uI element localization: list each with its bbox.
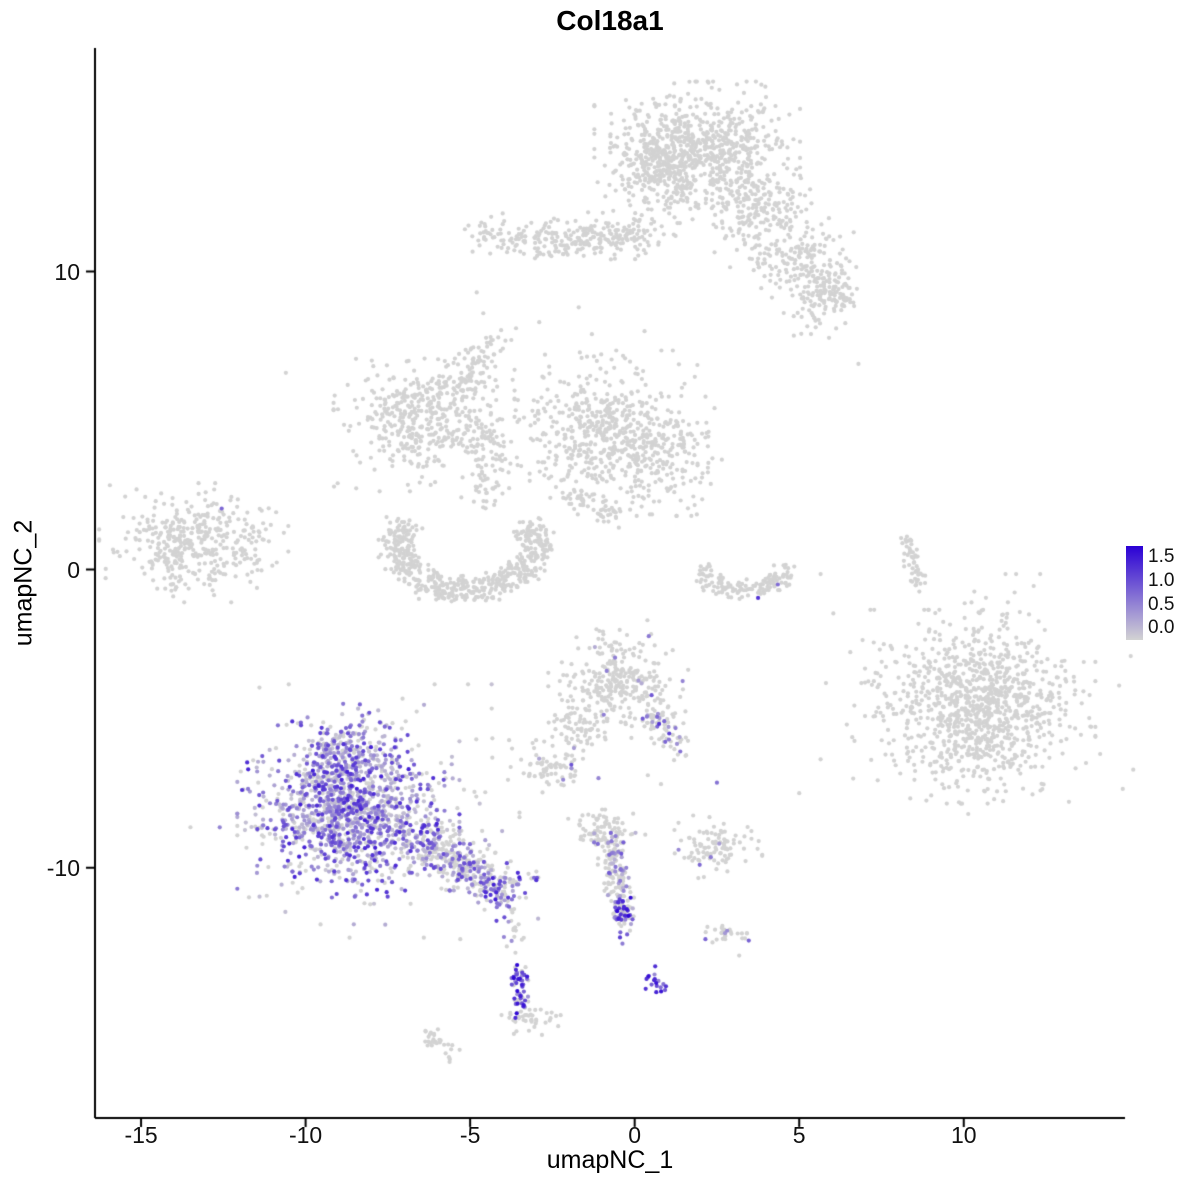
legend-tick-label: 0.5 xyxy=(1148,593,1175,615)
x-tick-label: -10 xyxy=(288,1122,323,1148)
plot-title: Col18a1 xyxy=(556,5,664,36)
legend-tick-label: 1.0 xyxy=(1148,569,1175,591)
x-axis-label: umapNC_1 xyxy=(546,1146,674,1174)
legend-tick-label: 1.5 xyxy=(1148,545,1175,567)
x-tick-label: 0 xyxy=(628,1122,642,1148)
color-legend: 1.5 1.0 0.5 0.0 xyxy=(1126,546,1200,650)
y-tick-label: -10 xyxy=(46,854,80,881)
x-tick-label: -5 xyxy=(459,1122,481,1148)
legend-tick-label: 0.0 xyxy=(1148,617,1175,639)
y-tick-label: 0 xyxy=(67,556,80,583)
y-tick-label: 10 xyxy=(54,258,80,285)
legend-gradient-bar xyxy=(1126,546,1143,640)
x-tick-label: -15 xyxy=(124,1122,158,1148)
x-tick-label: 5 xyxy=(792,1122,806,1148)
x-tick-label: 10 xyxy=(950,1122,977,1148)
